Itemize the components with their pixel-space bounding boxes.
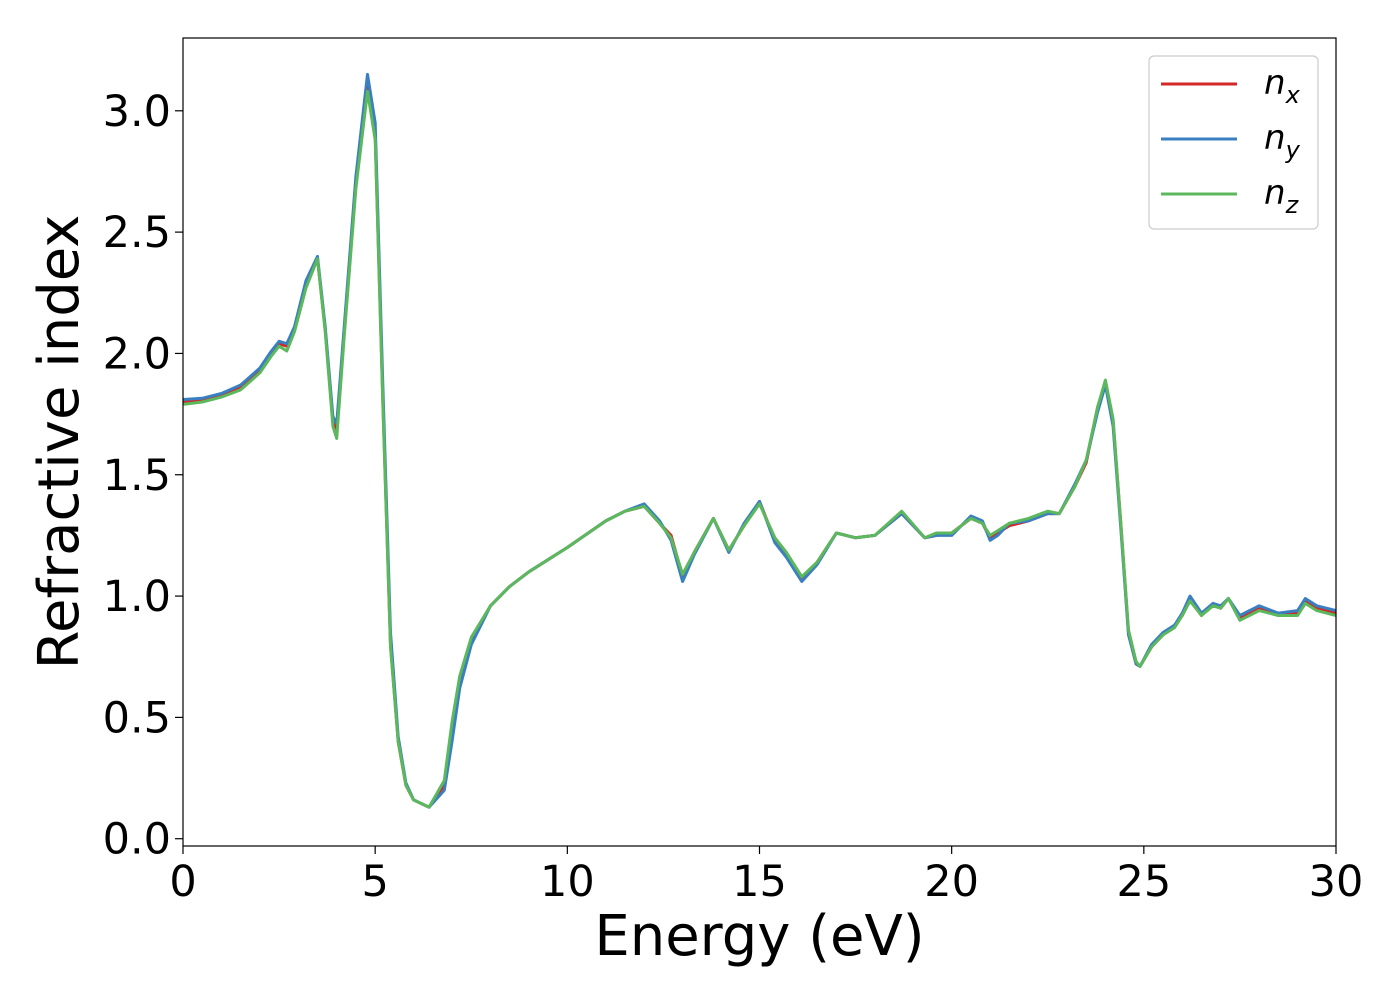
- y-tick-label: 1.0: [103, 572, 171, 622]
- x-axis-ticks: 0 5 10 15 20 25 30: [169, 846, 1363, 907]
- x-tick-label: 0: [169, 857, 196, 907]
- series-line-n-z: [183, 89, 1336, 809]
- y-tick-label: 2.0: [103, 329, 171, 379]
- x-tick-label: 10: [540, 857, 595, 907]
- x-tick-label: 25: [1116, 857, 1171, 907]
- y-tick-label: 1.5: [103, 451, 171, 501]
- legend-label-n-x: nx: [1264, 63, 1301, 109]
- y-tick-label: 0.0: [103, 815, 171, 865]
- y-axis-label: Refractive index: [27, 215, 92, 670]
- x-tick-label: 20: [924, 857, 979, 907]
- legend-box: [1148, 55, 1319, 230]
- y-tick-label: 2.5: [103, 208, 171, 258]
- x-axis-label: Energy (eV): [594, 904, 924, 969]
- y-tick-label: 0.5: [103, 693, 171, 743]
- y-axis-ticks: 0.0 0.5 1.0 1.5 2.0 2.5 3.0: [103, 87, 183, 865]
- x-tick-label: 5: [361, 857, 388, 907]
- legend-label-n-z: nz: [1264, 173, 1300, 219]
- x-tick-label: 15: [732, 857, 787, 907]
- x-tick-label: 30: [1309, 857, 1364, 907]
- y-tick-label: 3.0: [103, 87, 171, 137]
- legend: nx ny nz: [1148, 55, 1319, 230]
- legend-label-n-y: ny: [1264, 118, 1301, 164]
- series-layer: [183, 72, 1336, 809]
